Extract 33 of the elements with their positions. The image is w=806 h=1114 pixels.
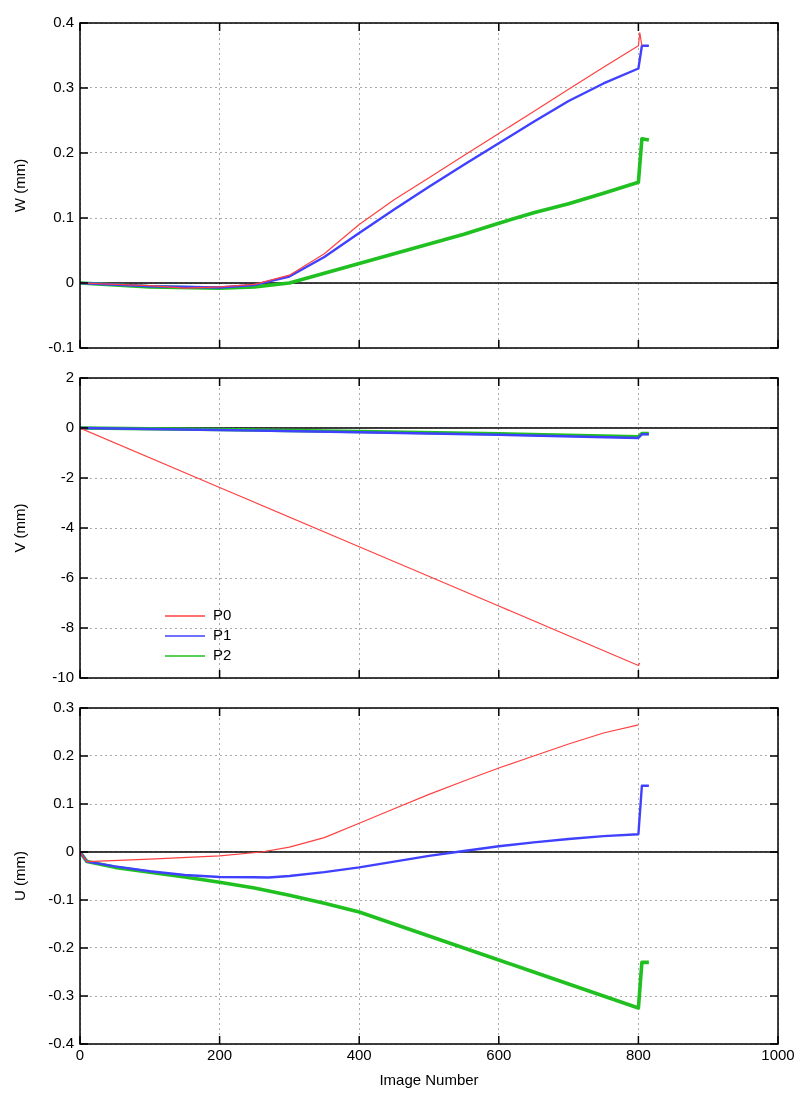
y-tick-label: 0 [65,842,74,860]
y-axis-title: W (mm) [11,158,29,213]
y-tick-label: 2 [65,368,74,386]
y-tick-label: -2 [60,468,74,486]
x-tick-label: 200 [207,1046,233,1064]
y-tick-label: -4 [60,518,74,536]
legend-label: P2 [213,646,232,664]
y-tick-label: 0.1 [53,208,74,226]
y-tick-label: -10 [52,668,74,686]
x-axis-title: Image Number [379,1071,479,1089]
y-tick-label: 0.3 [53,698,74,716]
y-tick-label: 0 [65,418,74,436]
y-tick-label: -0.3 [48,986,74,1004]
y-tick-label: -6 [60,568,74,586]
x-tick-label: 1000 [761,1046,795,1064]
x-tick-label: 400 [346,1046,372,1064]
y-axis-title: U (mm) [11,851,29,901]
y-axis-title: V (mm) [11,503,29,553]
y-tick-label: -8 [60,618,74,636]
y-tick-label: 0.2 [53,746,74,764]
y-tick-label: -0.1 [48,338,74,356]
x-tick-label: 800 [625,1046,651,1064]
y-tick-label: -0.2 [48,938,74,956]
y-tick-label: -0.1 [48,890,74,908]
y-tick-label: 0.2 [53,143,74,161]
y-tick-label: 0.4 [53,13,74,31]
y-tick-label: 0.1 [53,794,74,812]
y-tick-label: 0 [65,273,74,291]
y-tick-label: 0.3 [53,78,74,96]
x-tick-label: 600 [486,1046,512,1064]
y-tick-label: -0.4 [48,1034,74,1052]
legend-label: P0 [213,606,232,624]
legend-label: P1 [213,626,232,644]
